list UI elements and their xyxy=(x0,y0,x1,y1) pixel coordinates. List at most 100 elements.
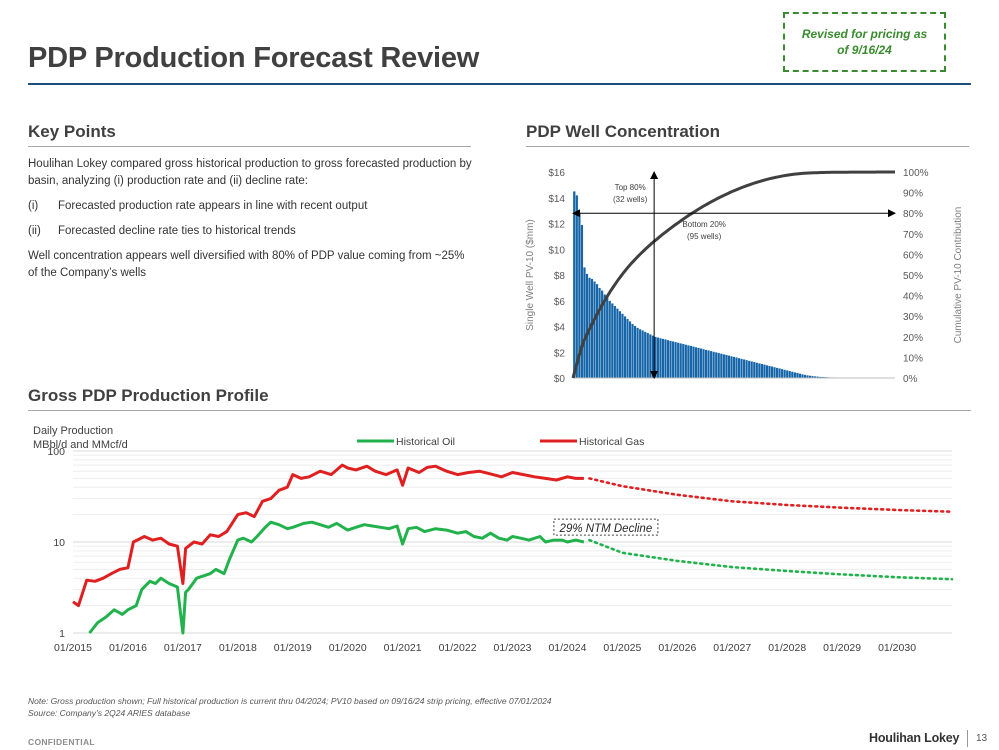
x-tick-label: 01/2026 xyxy=(658,642,696,654)
pv10-bar xyxy=(572,191,576,379)
x-tick-label: 01/2019 xyxy=(274,642,312,654)
pv10-bar xyxy=(704,349,708,379)
y-tick-label-right: 80% xyxy=(903,209,923,220)
pv10-bar xyxy=(686,345,690,379)
footnote: Note: Gross production shown; Full histo… xyxy=(28,695,552,719)
pv10-bar xyxy=(765,364,769,379)
pv10-bar xyxy=(730,355,733,379)
y-axis-label-line2: MBbl/d and MMcf/d xyxy=(33,439,128,451)
pv10-bar xyxy=(613,305,617,379)
revised-pricing-text: Revised for pricing as of 9/16/24 xyxy=(801,27,928,57)
pv10-bar xyxy=(615,308,619,379)
y-tick-label-left: $0 xyxy=(554,374,566,385)
pv10-bar xyxy=(641,330,645,379)
x-tick-label: 01/2027 xyxy=(713,642,751,654)
annotation-bottom-count: (95 wells) xyxy=(687,232,722,241)
pv10-bar xyxy=(768,365,771,379)
pv10-bar xyxy=(702,348,705,379)
page-number: 13 xyxy=(976,733,988,744)
pv10-bar xyxy=(595,283,599,379)
pv10-bar xyxy=(608,300,612,379)
key-point-number: (i) xyxy=(28,200,39,212)
pv10-bar xyxy=(745,359,749,379)
company-logo: Houlihan Lokey xyxy=(869,731,960,745)
key-point-item: (i) Forecasted production rate appears i… xyxy=(28,198,473,215)
pv10-bar xyxy=(643,331,647,379)
pv10-bar xyxy=(593,281,596,379)
pv10-bar xyxy=(735,357,738,379)
y-tick-label-right: 50% xyxy=(903,271,923,282)
pv10-bar xyxy=(671,341,675,379)
x-tick-label: 01/2021 xyxy=(384,642,422,654)
pv10-bar xyxy=(694,346,698,379)
pv10-bar xyxy=(740,358,744,379)
pv10-bar xyxy=(750,361,754,379)
pv10-bar xyxy=(626,318,629,379)
pv10-bar xyxy=(679,343,683,379)
y-tick-label: 100 xyxy=(47,446,65,458)
pv10-bar xyxy=(709,350,713,379)
key-point-text: Forecasted decline rate ties to historic… xyxy=(58,225,296,237)
pv10-bar xyxy=(575,195,579,379)
pv10-bar xyxy=(664,339,667,379)
x-tick-label: 01/2017 xyxy=(164,642,202,654)
pv10-bar xyxy=(757,363,761,379)
page-title: PDP Production Forecast Review xyxy=(28,42,480,74)
legend-gas-label: Historical Gas xyxy=(579,436,644,448)
decline-annotation-box xyxy=(553,518,659,536)
key-points-intro: Houlihan Lokey compared gross historical… xyxy=(28,158,472,187)
y-tick-label-right: 40% xyxy=(903,292,923,303)
pv10-bar xyxy=(666,339,670,379)
pv10-bar xyxy=(770,366,774,379)
pv10-bar xyxy=(580,224,584,379)
pv10-bar xyxy=(692,346,695,379)
y-axis-label-line1: Daily Production xyxy=(33,425,113,437)
forecast-gas-line xyxy=(588,477,954,513)
pv10-bar xyxy=(788,370,792,379)
pv10-bar xyxy=(656,337,660,379)
forecast-oil-line xyxy=(588,538,954,581)
pv10-bar xyxy=(648,334,652,379)
y-axis-label-left: Single Well PV-10 ($mm) xyxy=(525,219,536,331)
y-tick-label-right: 90% xyxy=(903,189,923,200)
key-points-body: Houlihan Lokey compared gross historical… xyxy=(28,156,473,290)
pv10-bar xyxy=(621,313,624,379)
pv10-bar xyxy=(793,372,797,379)
production-heading: Gross PDP Production Profile xyxy=(28,386,269,405)
pv10-bar xyxy=(633,325,637,379)
y-tick-label-right: 100% xyxy=(903,168,929,179)
historical-gas-line xyxy=(72,463,584,608)
y-tick-label: 1 xyxy=(59,628,65,640)
y-axis-label-right: Cumulative PV-10 Contribution xyxy=(953,207,964,344)
well-concentration-chart: $0 $2 $4 $6 $8 $10 $12 $14 $16 0% 10% 20% 30% 40% 50% 6… xyxy=(525,168,964,385)
pv10-bar xyxy=(717,352,721,379)
pv10-bar xyxy=(684,344,688,379)
pv10-bar xyxy=(742,359,746,379)
y-tick-label-left: $8 xyxy=(554,271,566,282)
pv10-bar xyxy=(699,348,703,379)
pv10-bar xyxy=(603,294,607,379)
x-tick-label: 01/2015 xyxy=(54,642,92,654)
production-rule xyxy=(28,410,971,411)
pv10-bar xyxy=(605,296,609,379)
y-tick-label-left: $14 xyxy=(548,194,565,205)
pv10-bar xyxy=(747,360,751,379)
y-tick-label-left: $16 xyxy=(548,168,565,179)
pv10-bar xyxy=(638,328,642,379)
footnote-source: Source: Company’s 2Q24 ARIES database xyxy=(28,708,191,718)
y-tick-label-right: 70% xyxy=(903,230,923,241)
x-tick-label: 01/2028 xyxy=(768,642,806,654)
y-tick-label-left: $2 xyxy=(554,348,566,359)
footer-divider xyxy=(967,730,968,747)
y-tick-label-right: 30% xyxy=(903,312,923,323)
pv10-bar xyxy=(755,362,759,379)
pv10-bar xyxy=(785,370,789,379)
concentration-heading: PDP Well Concentration xyxy=(526,122,720,141)
y-tick-label: 10 xyxy=(53,537,65,549)
y-tick-label-right: 60% xyxy=(903,250,923,261)
pv10-bar xyxy=(676,342,680,379)
legend-oil-label: Historical Oil xyxy=(396,436,455,448)
pv10-bar xyxy=(724,354,728,379)
pv10-bar xyxy=(719,353,723,379)
pv10-bar xyxy=(760,363,764,379)
